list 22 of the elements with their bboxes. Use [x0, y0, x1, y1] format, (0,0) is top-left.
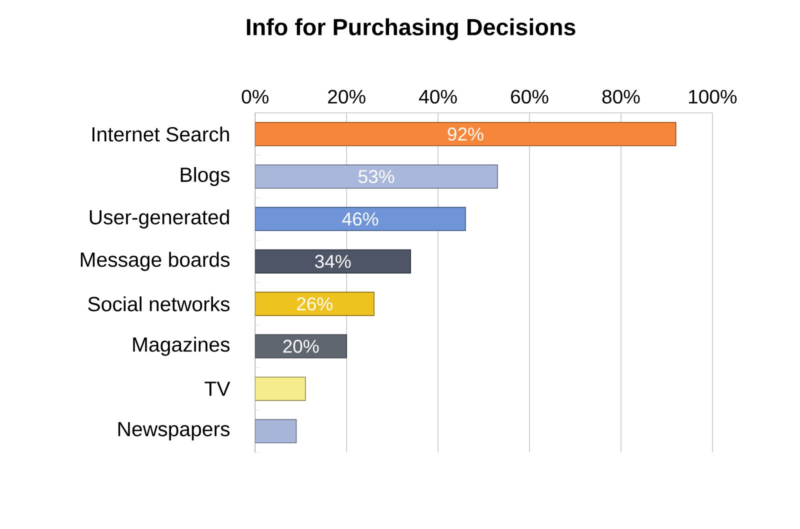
data-label: 92%: [448, 127, 484, 140]
x-tick-label: 60%: [511, 90, 548, 104]
x-tick-label: 0%: [242, 90, 268, 104]
y-tick-label: Internet Search: [92, 126, 229, 142]
y-tick-label: Magazines: [133, 336, 230, 356]
x-tick-label: 40%: [419, 90, 457, 104]
data-label: 34%: [315, 254, 351, 268]
y-tick-label: User-generated: [90, 209, 229, 228]
x-tick-label: 20%: [328, 90, 366, 104]
bar: [255, 419, 297, 444]
data-label: 26%: [297, 297, 332, 310]
data-label: 20%: [283, 340, 319, 353]
y-tick-label: Newspapers: [118, 422, 230, 440]
x-tick-label: 100%: [689, 90, 737, 104]
data-label: 53%: [358, 170, 394, 183]
y-tick-label: Message boards: [80, 252, 230, 271]
y-tick-label: Social networks: [88, 296, 230, 312]
chart-title: Info for Purchasing Decisions: [246, 18, 576, 40]
y-tick-label: TV: [204, 382, 230, 396]
x-tick-label: 80%: [602, 90, 640, 104]
y-tick-label: Blogs: [180, 166, 230, 186]
data-label: 46%: [342, 212, 378, 226]
